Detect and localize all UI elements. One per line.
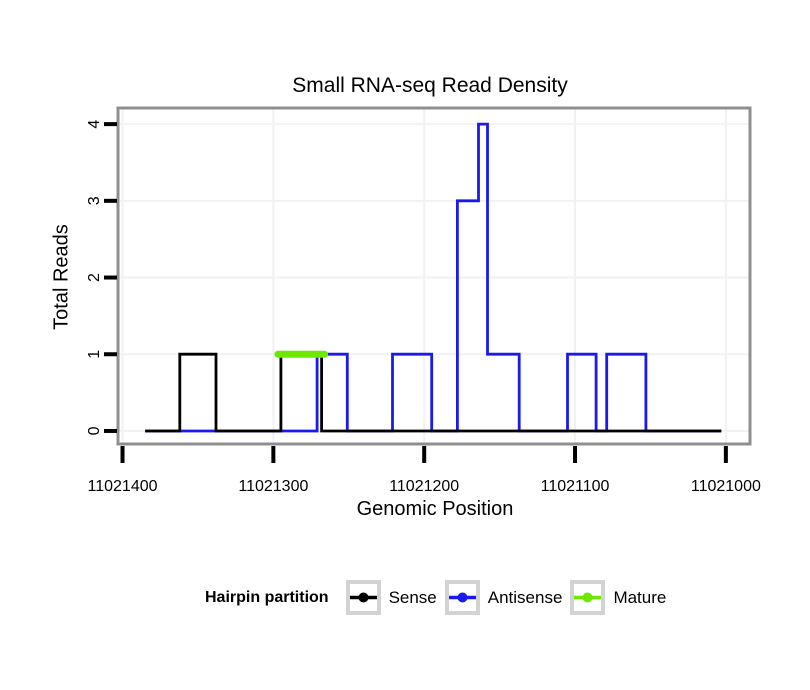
legend-key-antisense — [444, 580, 480, 615]
legend-items: Sense Antisense Mature — [345, 580, 667, 615]
legend-key-glyph-antisense — [448, 592, 476, 603]
legend: Hairpin partition Sense Antisense Mature — [205, 580, 666, 615]
legend-label-antisense: Antisense — [487, 587, 563, 607]
legend-label-mature: Mature — [613, 587, 667, 607]
series-sense-line — [145, 352, 722, 433]
legend-key-glyph-sense — [349, 592, 377, 603]
legend-title: Hairpin partition — [205, 588, 329, 606]
x-tick-label: 11021400 — [88, 478, 158, 495]
legend-label-sense: Sense — [388, 587, 437, 607]
chart-title: Small RNA-seq Read Density — [292, 74, 568, 97]
panel-background — [118, 108, 750, 444]
y-tick-label: 2 — [86, 273, 103, 282]
y-tick-label: 4 — [86, 120, 103, 129]
y-tick-label: 0 — [86, 426, 103, 435]
x-axis-label: Genomic Position — [356, 498, 514, 520]
y-axis-label: Total Reads — [50, 224, 73, 330]
x-tick-label: 11021300 — [238, 478, 308, 495]
x-tick-label: 11021100 — [541, 478, 610, 495]
y-tick-label: 1 — [86, 350, 103, 359]
x-tick-label: 11021200 — [389, 478, 459, 495]
legend-key-sense — [345, 580, 381, 615]
x-tick-label: 11021000 — [691, 478, 761, 495]
panel-border — [116, 106, 752, 446]
y-tick-label: 3 — [86, 196, 103, 205]
legend-key-glyph-mature — [574, 592, 602, 603]
legend-key-mature — [570, 580, 606, 615]
